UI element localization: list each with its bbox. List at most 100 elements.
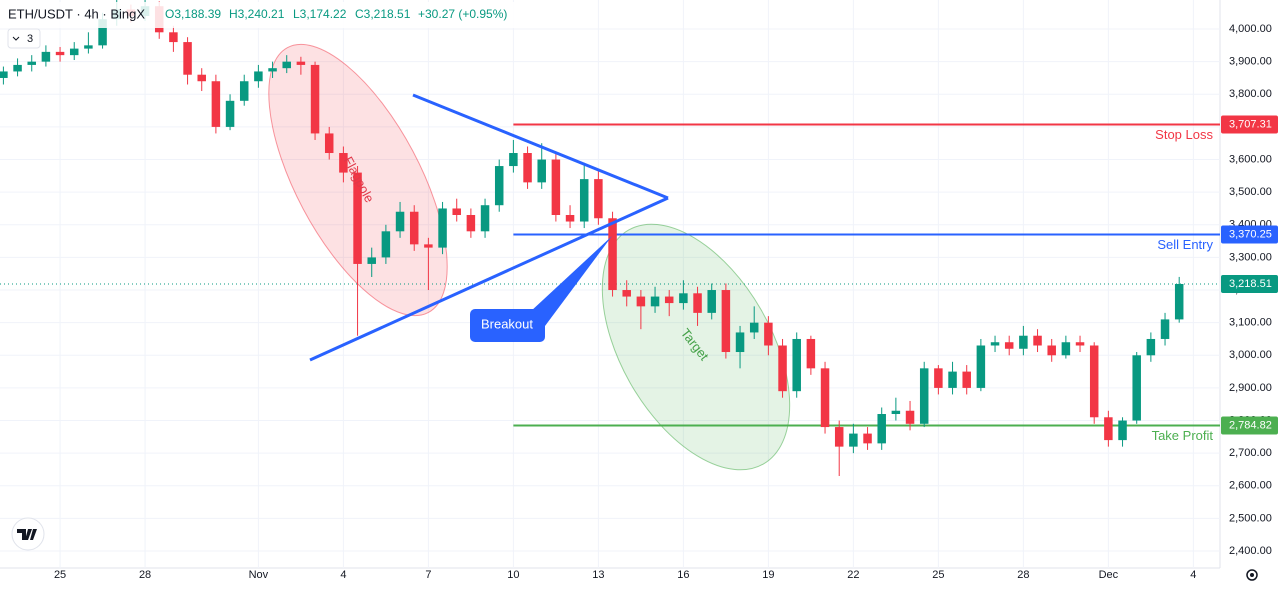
candle-body [13, 64, 22, 72]
x-tick-label: 7 [425, 569, 431, 581]
axes: 2,400.002,500.002,600.002,700.002,800.00… [54, 23, 1278, 581]
x-tick-label: 16 [677, 569, 689, 581]
candle-body [424, 244, 433, 248]
candle-body [650, 296, 660, 307]
candle-body [608, 218, 617, 291]
candle-body [792, 338, 801, 392]
candle-body [296, 61, 306, 65]
y-tick-label: 3,500.00 [1229, 186, 1272, 198]
candle-body [254, 71, 263, 82]
trend-line [309, 196, 669, 362]
y-tick-label: 3,900.00 [1229, 56, 1272, 68]
candle-body [849, 433, 858, 447]
candle-body [324, 133, 334, 154]
y-tick-label: 3,600.00 [1229, 153, 1272, 165]
y-tick-label: 2,600.00 [1229, 480, 1272, 492]
x-tick-label: 4 [340, 569, 346, 581]
x-tick-label: 25 [932, 569, 944, 581]
symbol: ETH/USDT · 4h · BingX [8, 6, 145, 21]
candle-body [225, 100, 235, 127]
level-name: Stop Loss [1155, 127, 1213, 142]
candle-body [41, 51, 51, 62]
candle-body [1104, 417, 1113, 441]
candle-body [1019, 335, 1028, 349]
settings-icon[interactable] [1246, 569, 1258, 581]
level-badge [1221, 225, 1278, 244]
level-name: Take Profit [1152, 428, 1214, 443]
candle-body [1118, 420, 1127, 441]
x-tick-label: 28 [139, 569, 151, 581]
candle-body [69, 48, 79, 56]
ohlc-close: C3,218.51 [355, 7, 411, 21]
trend-line [412, 93, 669, 200]
level-label: 3,370.25 [1229, 228, 1272, 240]
candle-body [537, 159, 546, 183]
x-tick-label: Nov [249, 569, 269, 581]
candle-body [579, 179, 589, 222]
candle-body [1089, 345, 1099, 418]
candle-body [877, 414, 886, 444]
candle-body [98, 19, 107, 46]
candle-body [948, 371, 957, 388]
indicator-count: 3 [27, 33, 33, 45]
candle-body [0, 71, 8, 78]
candle-body [679, 293, 688, 304]
candle-body [509, 153, 518, 167]
x-tick-label: 10 [507, 569, 519, 581]
level-label: 3,707.31 [1229, 118, 1272, 130]
gear[interactable] [1246, 569, 1258, 581]
candle-body [466, 214, 476, 232]
candle-body [806, 338, 816, 369]
ohlc-high: H3,240.21 [229, 7, 285, 21]
callout-box [470, 309, 545, 342]
level-name: Sell Entry [1157, 237, 1213, 252]
candle-body [622, 290, 631, 297]
chevron [12, 36, 20, 41]
last-price-badge [1221, 274, 1278, 293]
ohlc-low: L3,174.22 [293, 7, 347, 21]
y-tick-label: 3,000.00 [1229, 349, 1272, 361]
x-tick-label: 25 [54, 569, 66, 581]
candle-body [494, 166, 504, 206]
candle-body [934, 368, 943, 388]
ohlc-open: O3,188.39 [165, 7, 221, 21]
indicator-toggle[interactable] [7, 28, 41, 49]
candle-body [239, 81, 249, 101]
y-tick-label: 3,300.00 [1229, 251, 1272, 263]
breakout-label: Breakout [481, 316, 533, 331]
x-tick-label: 28 [1017, 569, 1029, 581]
last-price-label: 3,218.51 [1229, 278, 1272, 290]
candle-body [891, 410, 901, 415]
y-tick-label: 2,500.00 [1229, 512, 1272, 524]
level-badge [1221, 416, 1278, 435]
x-tick-label: 22 [847, 569, 859, 581]
candle-body [452, 208, 461, 215]
candle-body [636, 296, 646, 307]
candle-body [1146, 338, 1156, 356]
candle-body [735, 332, 745, 353]
candle-body [1132, 355, 1141, 421]
candle-body [1033, 335, 1042, 346]
candle-body [1174, 283, 1184, 320]
candle-body [919, 368, 929, 424]
candle-body [976, 345, 986, 388]
x-tick-label: 19 [762, 569, 774, 581]
candle-body [1047, 345, 1056, 356]
candle-body [395, 211, 405, 232]
candle-body [990, 342, 1000, 346]
x-tick-label: 4 [1190, 569, 1196, 581]
candle-body [664, 296, 674, 304]
candle-body [778, 345, 787, 392]
y-tick-label: 2,400.00 [1229, 545, 1272, 557]
candles [0, 0, 1184, 476]
candle-body [905, 410, 915, 424]
candle-body [764, 322, 773, 346]
candle-body [197, 74, 206, 82]
candle-body [551, 159, 561, 215]
tv-logo [11, 517, 45, 551]
breakout-callout: Breakout [470, 236, 612, 342]
candle-body [27, 61, 36, 65]
candle-body [834, 427, 844, 447]
candle-body [1075, 342, 1085, 346]
